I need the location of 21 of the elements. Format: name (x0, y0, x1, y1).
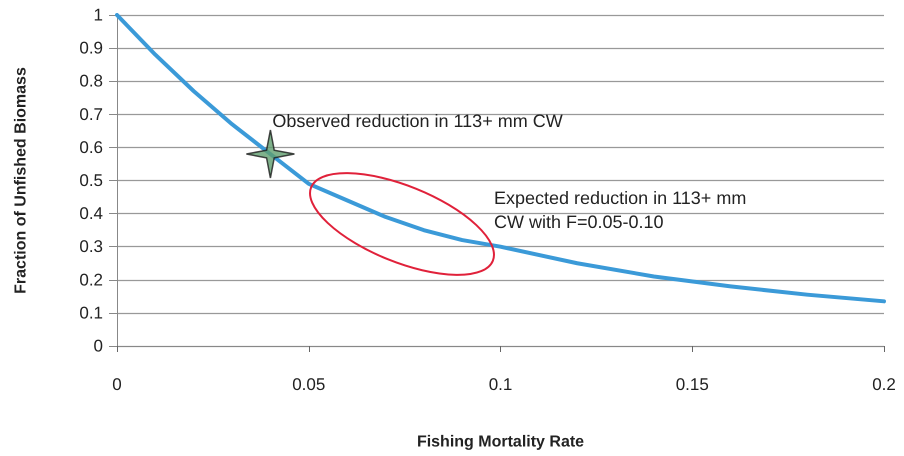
annotation: Observed reduction in 113+ mm CW (272, 111, 563, 132)
y-axis-title: Fraction of Unfished Biomass (12, 67, 30, 294)
y-tick-label: 0.7 (79, 104, 103, 124)
y-tick-label: 0.3 (79, 237, 103, 256)
x-tick-label: 0.05 (292, 375, 326, 394)
x-tick-label: 0.1 (488, 375, 512, 394)
y-tick-label: 0.9 (79, 38, 103, 58)
y-tick-label: 0.1 (79, 303, 103, 322)
annotation: Expected reduction in 113+ mm CW with F=0.05-0.10 (494, 188, 752, 232)
y-tick-label: 0.4 (79, 204, 103, 224)
y-tick-label: 1 (94, 6, 103, 24)
y-tick-label: 0.6 (79, 138, 103, 157)
y-tick-label: 0.8 (79, 72, 103, 91)
line-series (115, 13, 886, 304)
x-axis-title: Fishing Mortality Rate (416, 434, 584, 450)
x-tick-label: 0.15 (676, 375, 709, 394)
x-tick-label: 0 (112, 375, 122, 394)
y-tick-label: 0.2 (79, 270, 103, 290)
y-tick-label: 0.5 (79, 171, 103, 190)
x-tick-label: 0.2 (872, 375, 896, 394)
y-tick-label: 0 (94, 336, 103, 356)
